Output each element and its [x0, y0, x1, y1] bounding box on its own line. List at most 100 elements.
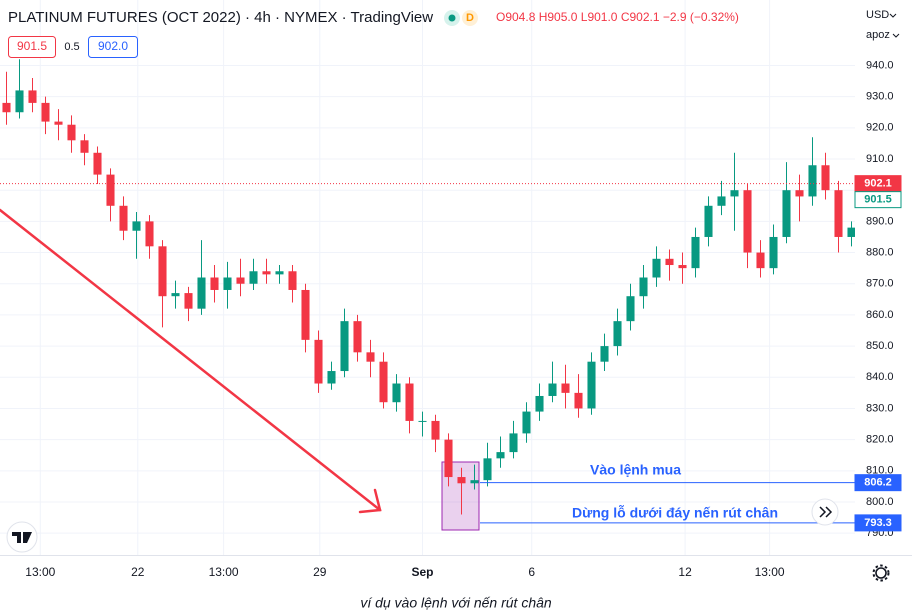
candle-body — [535, 395, 544, 412]
candle-body — [93, 152, 102, 175]
candle-body — [340, 321, 349, 372]
price-label-box — [854, 514, 902, 532]
candle-body — [41, 102, 50, 122]
buy-box[interactable] — [88, 36, 138, 58]
price-label: 793.3 — [864, 517, 892, 529]
scale-mode[interactable]: apoz — [866, 29, 890, 41]
buy-price[interactable]: 902.0 — [98, 39, 128, 53]
currency-chevron — [889, 13, 897, 18]
candle-body — [275, 271, 284, 275]
y-tick-label: 910.0 — [866, 153, 894, 165]
candle-body — [834, 190, 843, 237]
ohlc-change: −2.9 (−0.32%) — [663, 10, 739, 24]
logo — [12, 532, 32, 543]
price-label-box — [854, 474, 902, 492]
y-tick-label: 810.0 — [866, 465, 894, 477]
chart-title: PLATINUM FUTURES (OCT 2022) · 4h · NYMEX… — [8, 9, 433, 26]
candle-body — [197, 277, 206, 309]
y-tick-label: 860.0 — [866, 309, 894, 321]
arrow-line — [0, 208, 382, 512]
candle-body — [652, 258, 661, 278]
candle-body — [301, 289, 310, 340]
candle-body — [613, 321, 622, 347]
y-tick-label: 930.0 — [866, 91, 894, 103]
candle-body — [847, 227, 856, 237]
x-tick-label: 12 — [678, 565, 692, 579]
price-label: 806.2 — [864, 477, 892, 489]
candle-body — [600, 346, 609, 362]
candle-body — [769, 236, 778, 269]
candle-body — [743, 190, 752, 253]
candle-body — [756, 252, 765, 269]
candle-body — [392, 383, 401, 403]
scale-chevron — [892, 33, 900, 38]
candle-body — [678, 265, 687, 269]
candle-body — [327, 371, 336, 384]
x-tick-label: 29 — [313, 565, 327, 579]
candle-body — [457, 477, 466, 484]
y-tick-label: 940.0 — [866, 59, 894, 71]
price-label: 901.5 — [864, 194, 892, 206]
candle-body — [730, 190, 739, 197]
candle-body — [80, 140, 89, 153]
y-tick-label: 880.0 — [866, 246, 894, 258]
candle-body — [184, 293, 193, 309]
candle-body — [561, 383, 570, 393]
candle-body — [158, 246, 167, 297]
candle-body — [808, 165, 817, 197]
candle-body — [314, 339, 323, 384]
y-tick-label: 830.0 — [866, 402, 894, 414]
candle-body — [223, 277, 232, 290]
spread: 0.5 — [64, 41, 79, 53]
badge: D — [466, 12, 474, 24]
y-tick-label: 840.0 — [866, 371, 894, 383]
candle-body — [626, 296, 635, 322]
y-tick-label: 920.0 — [866, 122, 894, 134]
price-axis — [855, 0, 912, 555]
candle-body — [704, 205, 713, 237]
x-tick-label: 22 — [131, 565, 145, 579]
candle-body — [262, 271, 271, 275]
caption-bg — [0, 590, 912, 615]
candle-body — [782, 190, 791, 237]
candle-body — [821, 165, 830, 191]
candle-body — [691, 236, 700, 269]
candle-body — [665, 258, 674, 266]
caption: ví dụ vào lệnh với nến rút chân — [360, 595, 552, 611]
settings-icon[interactable] — [875, 567, 887, 579]
y-tick-label: 850.0 — [866, 340, 894, 352]
candle-body — [795, 190, 804, 197]
candle-body — [431, 420, 440, 440]
ohlc-high: H905.0 — [539, 10, 578, 24]
candle-body — [548, 383, 557, 396]
ohlc-low: L901.0 — [581, 10, 618, 24]
candle-body — [67, 124, 76, 141]
y-tick-label: 870.0 — [866, 278, 894, 290]
status-dot — [448, 14, 456, 22]
ohlc: O904.8 H905.0 L901.0 C902.1 −2.9 (−0.32%… — [496, 10, 739, 24]
candle-body — [379, 361, 388, 403]
y-tick-label: 890.0 — [866, 215, 894, 227]
x-tick-label: Sep — [411, 565, 433, 579]
sell-price[interactable]: 901.5 — [17, 39, 47, 53]
ohlc-open: O904.8 — [496, 10, 536, 24]
x-tick-label: 13:00 — [755, 565, 785, 579]
arrow-head — [358, 488, 382, 514]
candle-body — [2, 102, 11, 113]
candle-body — [509, 433, 518, 453]
annotation: Dừng lỗ dưới đáy nến rút chân — [572, 505, 778, 521]
ohlc-close: C902.1 — [621, 10, 660, 24]
candle-body — [145, 221, 154, 247]
candle-body — [171, 293, 180, 297]
candle-body — [28, 90, 37, 103]
candle-body — [249, 271, 258, 284]
badge-bg — [462, 10, 478, 26]
candle-body — [54, 121, 63, 125]
y-tick-label: 800.0 — [866, 496, 894, 508]
trend-arrow — [0, 208, 382, 514]
candle-body — [132, 221, 141, 231]
currency[interactable]: USD — [866, 9, 889, 21]
sell-box[interactable] — [8, 36, 56, 58]
